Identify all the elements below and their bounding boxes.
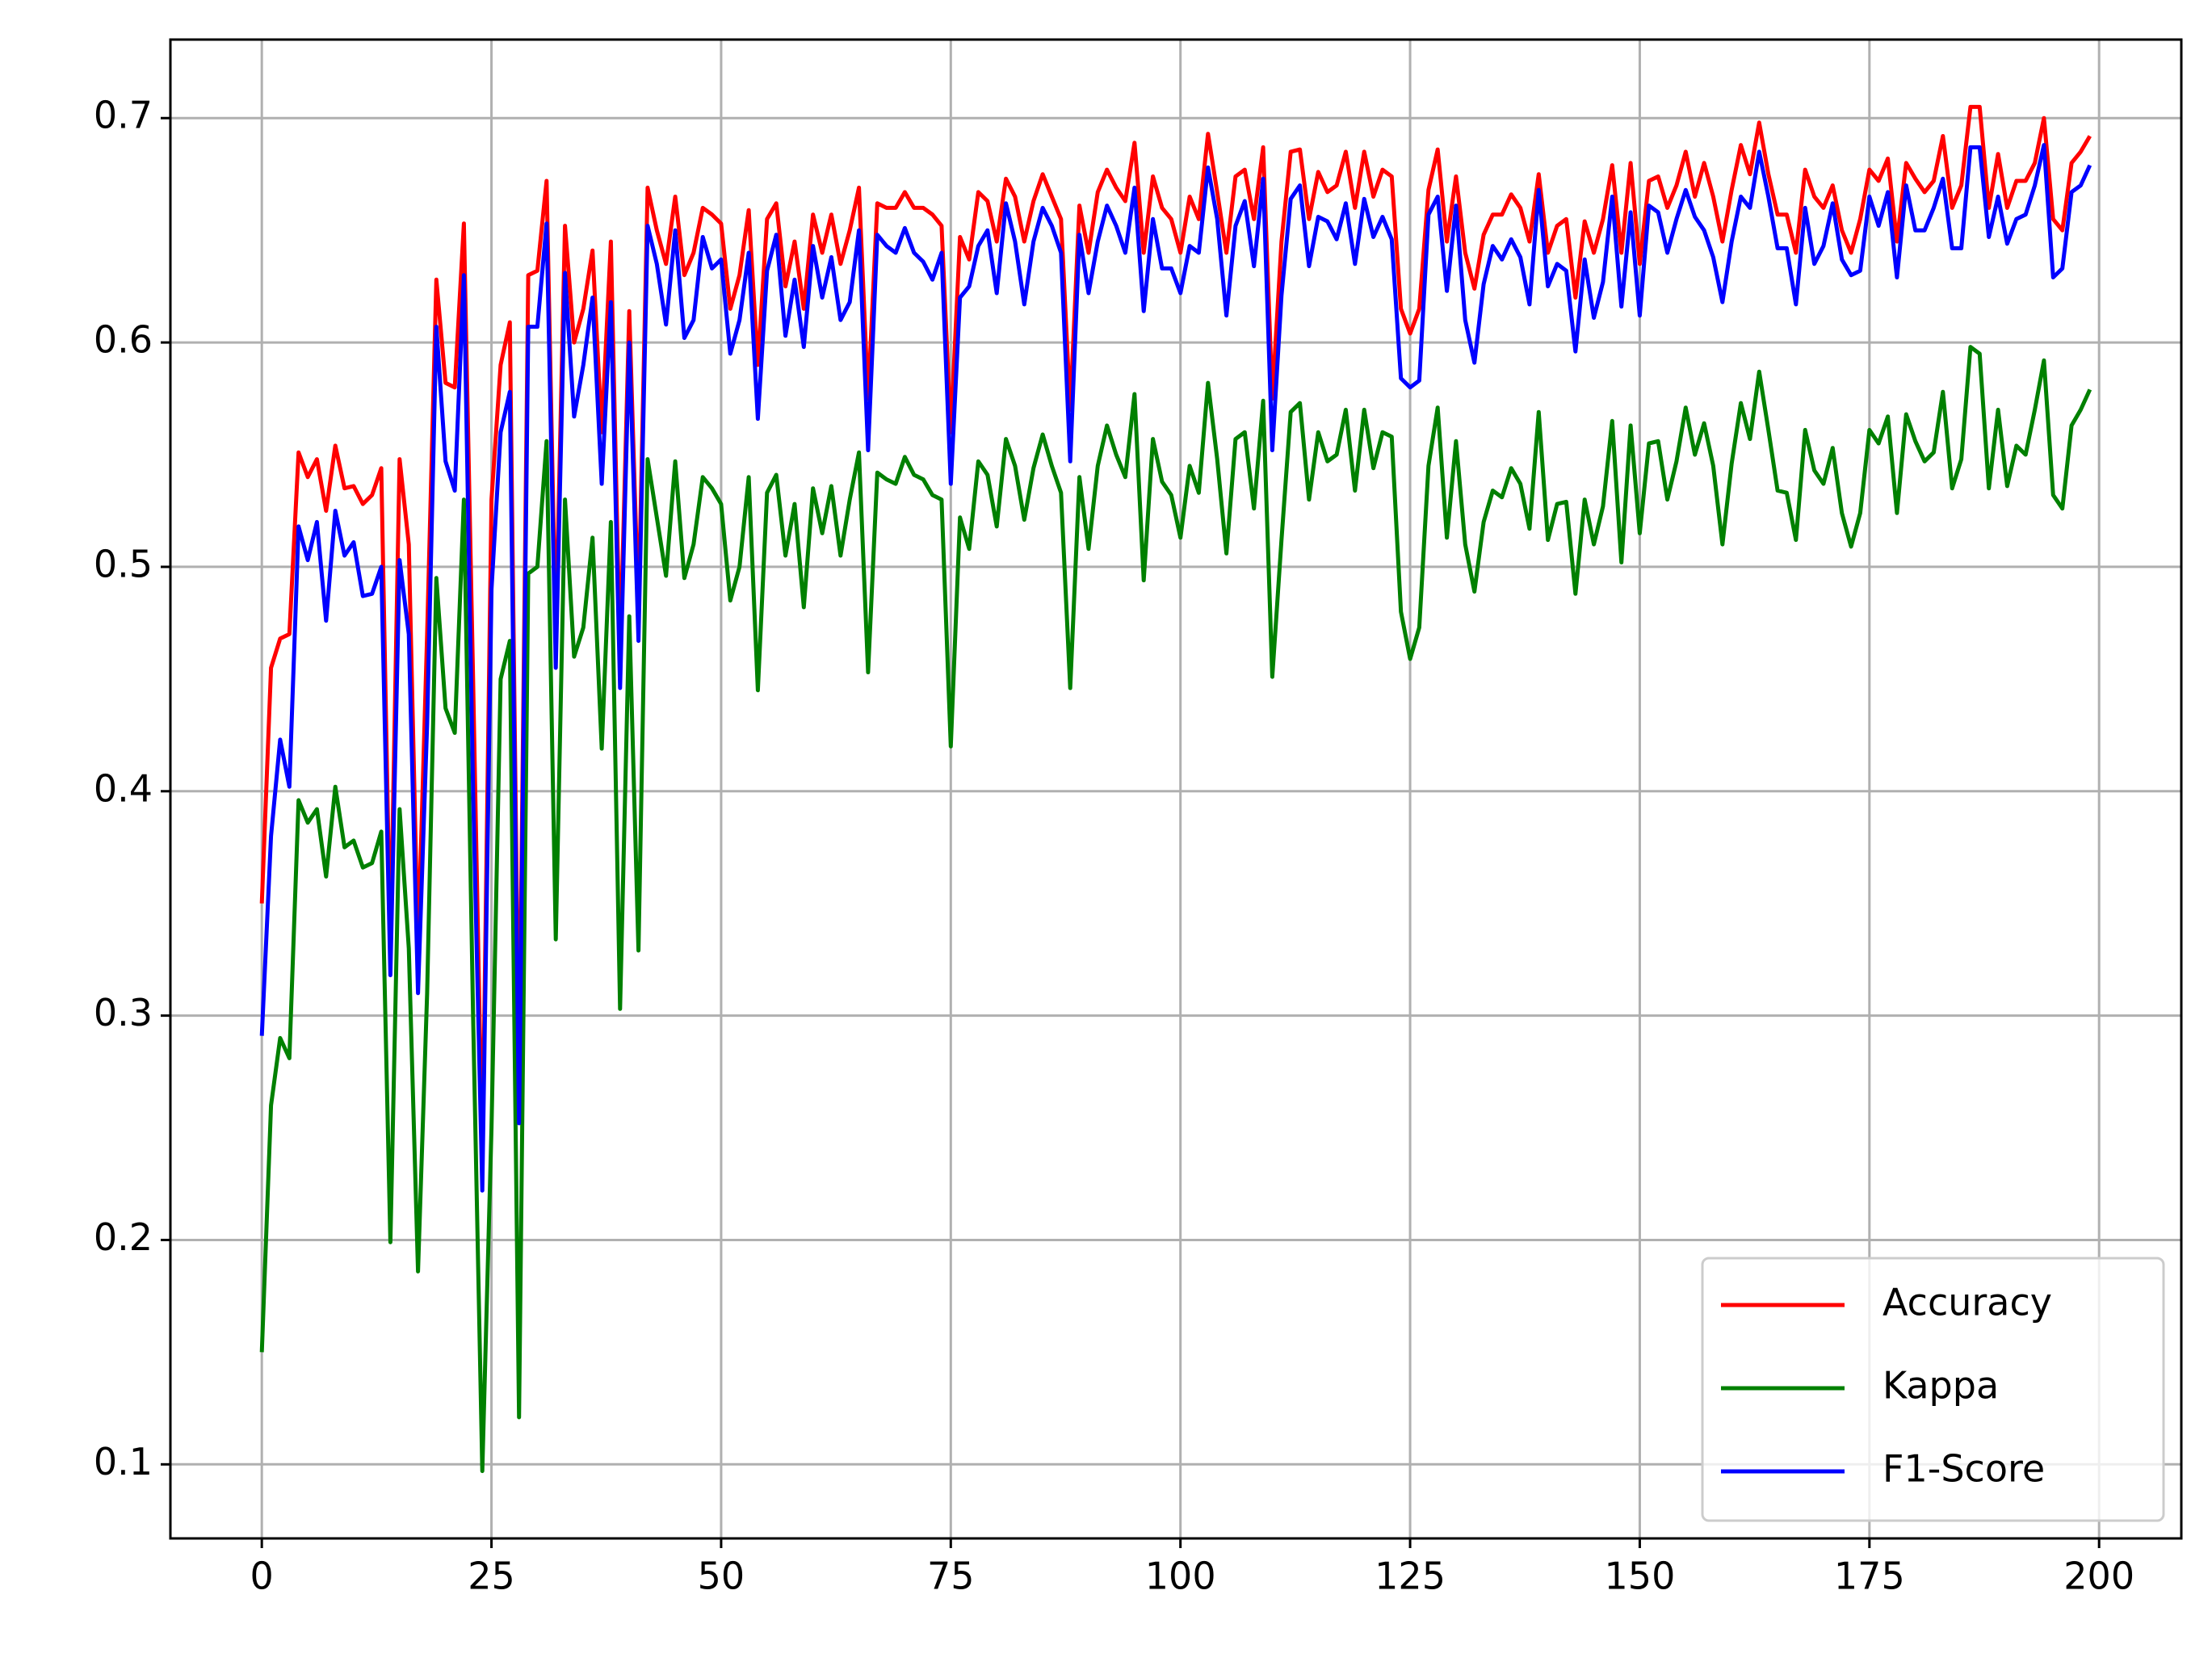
x-tick-label: 50 (698, 1555, 745, 1598)
x-tick-label: 200 (2063, 1555, 2134, 1598)
x-tick-label: 125 (1375, 1555, 1446, 1598)
data-line (259, 104, 2092, 1164)
x-tick-label: 175 (1834, 1555, 1905, 1598)
x-tick-label: 25 (468, 1555, 515, 1598)
legend-label: F1-Score (1883, 1447, 2045, 1491)
legend-box (1701, 1257, 2165, 1522)
y-tick-label: 0.2 (94, 1215, 153, 1259)
y-tick-label: 0.3 (94, 991, 153, 1034)
x-tick-label: 150 (1605, 1555, 1676, 1598)
legend-label: Kappa (1883, 1364, 1999, 1408)
legend: Accuracy Kappa F1-Score (1701, 1257, 2165, 1522)
x-tick-label: 0 (250, 1555, 274, 1598)
y-tick-label: 0.4 (94, 766, 153, 810)
y-tick-label: 0.6 (94, 318, 153, 362)
x-tick-label: 75 (927, 1555, 975, 1598)
plot-frame (169, 38, 2183, 1540)
y-tick-label: 0.5 (94, 542, 153, 585)
data-line (259, 345, 2092, 1474)
data-line (259, 143, 2092, 1193)
x-tick-label: 100 (1145, 1555, 1216, 1598)
y-tick-label: 0.7 (94, 94, 153, 137)
y-tick-label: 0.1 (94, 1440, 153, 1483)
legend-label: Accuracy (1883, 1281, 2052, 1324)
